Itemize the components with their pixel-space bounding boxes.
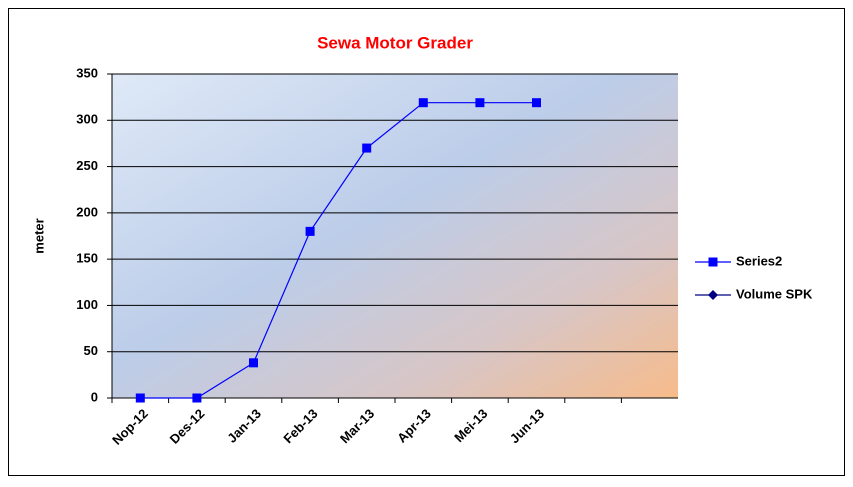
legend-marker — [708, 257, 718, 267]
legend-marker — [708, 290, 718, 300]
y-tick-label: 350 — [76, 65, 98, 80]
y-tick-label: 200 — [76, 204, 98, 219]
legend-label: Series2 — [736, 253, 782, 268]
y-tick-label: 300 — [76, 112, 98, 127]
chart-title: Sewa Motor Grader — [317, 33, 473, 52]
y-tick-label: 0 — [91, 389, 98, 404]
marker — [305, 226, 315, 236]
marker — [475, 98, 485, 108]
marker — [192, 393, 202, 403]
y-tick-label: 100 — [76, 297, 98, 312]
y-tick-label: 50 — [84, 343, 98, 358]
y-tick-label: 250 — [76, 158, 98, 173]
marker — [532, 98, 541, 108]
y-tick-label: 150 — [76, 251, 98, 266]
plot-area — [112, 74, 678, 398]
marker — [418, 98, 428, 108]
legend-label: Volume SPK — [736, 286, 813, 301]
marker — [249, 358, 258, 368]
y-axis-label: meter — [31, 218, 46, 253]
marker — [135, 393, 145, 403]
marker — [362, 143, 372, 153]
series-line — [140, 102, 537, 399]
